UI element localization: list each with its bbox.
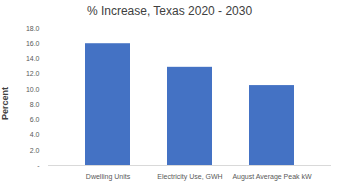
svg-text:Electricity Use, GWH: Electricity Use, GWH	[157, 173, 222, 181]
svg-text:August Average Peak kW: August Average Peak kW	[232, 173, 312, 181]
html-text:% Increase, Texas 2020 - 2030: % Increase, Texas 2020 - 2030	[86, 4, 253, 18]
svg-text:-: -	[37, 162, 40, 169]
svg-text:Dwelling Units: Dwelling Units	[86, 173, 131, 181]
svg-text:14.0: 14.0	[26, 55, 40, 62]
svg-text:8.0: 8.0	[30, 101, 40, 108]
svg-text:16.0: 16.0	[26, 40, 40, 47]
svg-text:10.0: 10.0	[26, 86, 40, 93]
svg-text:4.0: 4.0	[30, 131, 40, 138]
svg-text:12.0: 12.0	[26, 70, 40, 77]
svg-text:18.0: 18.0	[26, 25, 40, 32]
svg-text:2.0: 2.0	[30, 147, 40, 154]
html-text:Percent: Percent	[0, 87, 10, 120]
svg-text:6.0: 6.0	[30, 116, 40, 123]
